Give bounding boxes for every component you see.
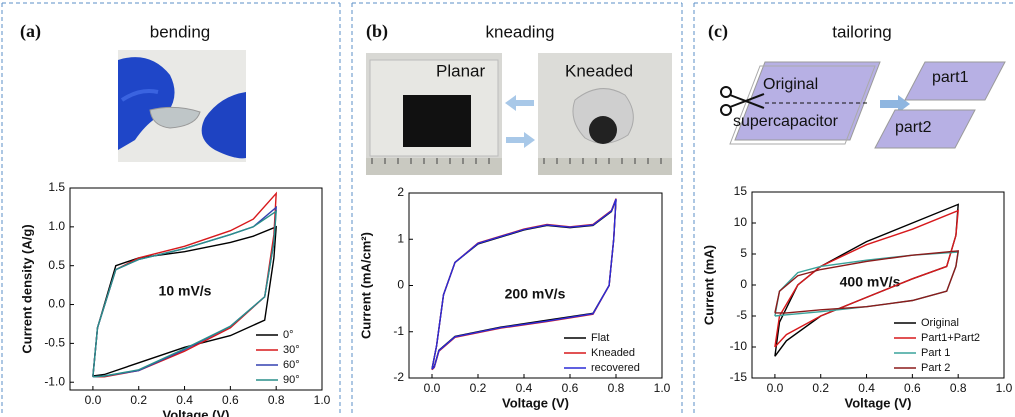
legend-label: 60° (283, 359, 300, 371)
diagram-label: part1 (932, 69, 969, 86)
x-tick-label: 0.8 (608, 381, 625, 395)
x-axis-title: Voltage (V) (502, 395, 569, 410)
y-tick-label: 1.0 (48, 219, 65, 233)
y-tick-label: -1.0 (44, 374, 65, 388)
legend-label: Part1+Part2 (921, 332, 980, 344)
y-tick-label: -15 (730, 370, 748, 384)
y-tick-label: 0.5 (48, 258, 65, 272)
x-tick-label: 0.0 (424, 381, 441, 395)
x-tick-label: 0.2 (812, 381, 829, 395)
y-tick-label: -0.5 (44, 336, 65, 350)
legend-label: Flat (591, 332, 609, 344)
x-tick-label: 0.0 (767, 381, 784, 395)
panel-title: bending (150, 22, 211, 41)
x-tick-label: 0.8 (950, 381, 967, 395)
x-tick-label: 1.0 (314, 393, 331, 407)
figure: (a) bending (b) kneading (c) tailoring P… (0, 0, 1015, 417)
y-tick-label: 1.5 (48, 180, 65, 194)
x-axis-title: Voltage (V) (163, 407, 230, 417)
y-tick-label: -2 (393, 370, 404, 384)
panel-label: (c) (708, 21, 728, 42)
legend-label: recovered (591, 362, 640, 374)
y-tick-label: 0 (397, 278, 404, 292)
diagram-label: Original (763, 76, 818, 93)
legend-label: 90° (283, 374, 300, 386)
panel-label: (a) (20, 21, 41, 42)
x-tick-label: 0.2 (470, 381, 487, 395)
x-axis-title: Voltage (V) (845, 395, 912, 410)
photo-label: Planar (436, 61, 485, 80)
y-tick-label: 1 (397, 231, 404, 245)
x-tick-label: 0.8 (268, 393, 285, 407)
y-tick-label: 5 (740, 246, 747, 260)
x-tick-label: 0.4 (176, 393, 193, 407)
x-tick-label: 0.6 (562, 381, 579, 395)
panel-title: kneading (485, 22, 554, 41)
y-tick-label: -1 (393, 324, 404, 338)
diagram-label: supercapacitor (733, 113, 839, 130)
photo-label: Kneaded (565, 61, 633, 80)
y-tick-label: 2 (397, 185, 404, 199)
y-tick-label: 10 (734, 215, 748, 229)
y-tick-label: 0.0 (48, 297, 65, 311)
x-tick-label: 0.6 (222, 393, 239, 407)
arrows (505, 95, 535, 148)
x-tick-label: 0.0 (85, 393, 102, 407)
y-tick-label: 15 (734, 184, 748, 198)
y-tick-label: -10 (730, 339, 748, 353)
y-axis-title: Current density (A/g) (19, 224, 34, 353)
cv-curve (432, 199, 616, 370)
annotation: 200 mV/s (505, 286, 566, 302)
legend-label: Part 2 (921, 362, 950, 374)
y-tick-label: 0 (740, 277, 747, 291)
x-tick-label: 1.0 (996, 381, 1013, 395)
annotation: 10 mV/s (159, 283, 212, 299)
y-axis-title: Current (mA) (701, 245, 716, 325)
diagram-label: part2 (895, 119, 932, 136)
legend-label: Part 1 (921, 347, 950, 359)
panel-label: (b) (366, 21, 388, 42)
x-tick-label: 0.4 (858, 381, 875, 395)
legend-label: Kneaded (591, 347, 635, 359)
x-tick-label: 0.6 (904, 381, 921, 395)
y-tick-label: -5 (736, 308, 747, 322)
y-axis-title: Current (mA/cm²) (358, 232, 373, 339)
x-tick-label: 0.2 (130, 393, 147, 407)
panel-title: tailoring (832, 22, 892, 41)
legend-label: 0° (283, 329, 294, 341)
legend-label: 30° (283, 344, 300, 356)
x-tick-label: 0.4 (516, 381, 533, 395)
photo-bending (118, 50, 246, 162)
x-tick-label: 1.0 (654, 381, 671, 395)
legend-label: Original (921, 317, 959, 329)
